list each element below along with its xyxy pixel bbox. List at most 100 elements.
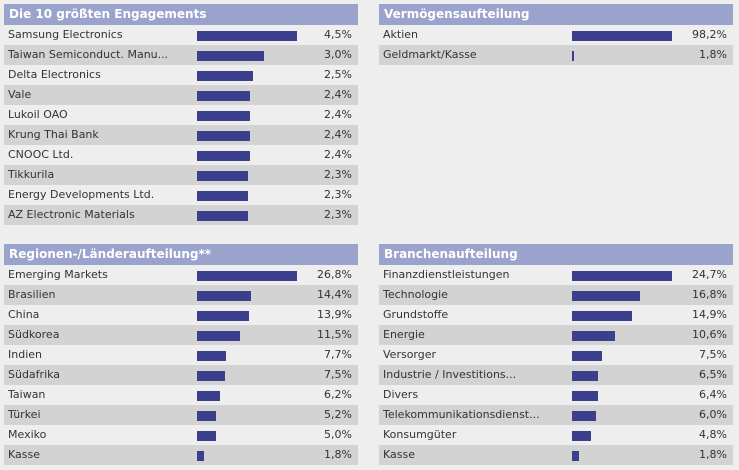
bar-track: [572, 31, 672, 41]
item-label: Samsung Electronics: [8, 28, 123, 41]
bar-track: [197, 391, 297, 401]
list-item: Konsumgüter 4,8%: [379, 425, 733, 445]
item-value: 3,0%: [324, 48, 352, 61]
item-value: 2,5%: [324, 68, 352, 81]
item-value: 2,4%: [324, 148, 352, 161]
bar-track: [572, 431, 672, 441]
item-value: 6,4%: [699, 388, 727, 401]
item-value: 7,5%: [324, 368, 352, 381]
value-bar: [197, 451, 204, 461]
panel-title: Branchenaufteilung: [379, 244, 733, 265]
item-label: Energy Developments Ltd.: [8, 188, 155, 201]
bar-track: [197, 91, 297, 101]
value-bar: [572, 291, 640, 301]
item-value: 4,8%: [699, 428, 727, 441]
item-label: Vale: [8, 88, 32, 101]
list-item: Grundstoffe 14,9%: [379, 305, 733, 325]
item-label: Südafrika: [8, 368, 61, 381]
list-item: Krung Thai Bank 2,4%: [4, 125, 358, 145]
holdings-list: Samsung Electronics 4,5% Taiwan Semiconduc…: [4, 25, 358, 225]
bar-track: [197, 171, 297, 181]
item-value: 6,5%: [699, 368, 727, 381]
bar-track: [197, 111, 297, 121]
item-label: Konsumgüter: [383, 428, 457, 441]
item-label: CNOOC Ltd.: [8, 148, 74, 161]
panel-title: Regionen-/Länderaufteilung**: [4, 244, 358, 265]
value-bar: [197, 131, 250, 141]
list-item: Kasse 1,8%: [379, 445, 733, 465]
item-label: China: [8, 308, 40, 321]
value-bar: [197, 391, 220, 401]
list-item: Lukoil OAO 2,4%: [4, 105, 358, 125]
list-item: Kasse 1,8%: [4, 445, 358, 465]
bar-track: [197, 211, 297, 221]
bar-track: [572, 331, 672, 341]
list-item: China 13,9%: [4, 305, 358, 325]
list-item: Divers 6,4%: [379, 385, 733, 405]
item-label: Delta Electronics: [8, 68, 101, 81]
list-item: AZ Electronic Materials 2,3%: [4, 205, 358, 225]
item-label: Grundstoffe: [383, 308, 449, 321]
item-label: Südkorea: [8, 328, 60, 341]
item-label: Taiwan Semiconduct. Manu...: [8, 48, 169, 61]
bar-track: [572, 311, 672, 321]
item-label: Geldmarkt/Kasse: [383, 48, 477, 61]
item-label: Mexiko: [8, 428, 47, 441]
item-label: Energie: [383, 328, 425, 341]
item-label: Kasse: [383, 448, 415, 461]
list-item: Technologie 16,8%: [379, 285, 733, 305]
value-bar: [197, 71, 253, 81]
list-item: Telekommunikationsdienst... 6,0%: [379, 405, 733, 425]
item-label: AZ Electronic Materials: [8, 208, 135, 221]
list-item: Finanzdienstleistungen 24,7%: [379, 265, 733, 285]
item-value: 6,0%: [699, 408, 727, 421]
item-label: Taiwan: [8, 388, 46, 401]
list-item: Delta Electronics 2,5%: [4, 65, 358, 85]
bar-track: [197, 311, 297, 321]
list-item: Versorger 7,5%: [379, 345, 733, 365]
item-label: Divers: [383, 388, 419, 401]
item-value: 16,8%: [692, 288, 727, 301]
value-bar: [197, 211, 248, 221]
list-item: Energy Developments Ltd. 2,3%: [4, 185, 358, 205]
item-label: Emerging Markets: [8, 268, 108, 281]
bar-track: [197, 191, 297, 201]
panel-sector-allocation: Branchenaufteilung Finanzdienstleistunge…: [379, 244, 733, 465]
list-item: Emerging Markets 26,8%: [4, 265, 358, 285]
bar-track: [197, 271, 297, 281]
value-bar: [197, 311, 249, 321]
list-item: Mexiko 5,0%: [4, 425, 358, 445]
value-bar: [197, 51, 264, 61]
value-bar: [572, 331, 615, 341]
item-label: Finanzdienstleistungen: [383, 268, 510, 281]
bar-track: [572, 411, 672, 421]
value-bar: [572, 431, 591, 441]
value-bar: [197, 91, 250, 101]
value-bar: [572, 271, 672, 281]
item-label: Versorger: [383, 348, 437, 361]
region-list: Emerging Markets 26,8% Brasilien 14,4% China…: [4, 265, 358, 465]
item-value: 13,9%: [317, 308, 352, 321]
item-value: 1,8%: [324, 448, 352, 461]
bar-track: [197, 131, 297, 141]
panel-region-allocation: Regionen-/Länderaufteilung** Emerging Ma…: [4, 244, 358, 465]
value-bar: [572, 391, 598, 401]
sector-list: Finanzdienstleistungen 24,7% Technologie 16…: [379, 265, 733, 465]
item-value: 2,3%: [324, 208, 352, 221]
value-bar: [572, 451, 579, 461]
value-bar: [572, 311, 632, 321]
bar-track: [197, 71, 297, 81]
panel-title: Die 10 größten Engagements: [4, 4, 358, 25]
list-item: Südkorea 11,5%: [4, 325, 358, 345]
value-bar: [197, 411, 216, 421]
bar-track: [572, 271, 672, 281]
list-item: Samsung Electronics 4,5%: [4, 25, 358, 45]
bar-track: [572, 351, 672, 361]
bar-track: [197, 31, 297, 41]
item-label: Indien: [8, 348, 42, 361]
value-bar: [197, 371, 225, 381]
item-value: 2,4%: [324, 108, 352, 121]
bar-track: [197, 151, 297, 161]
item-label: Technologie: [383, 288, 448, 301]
value-bar: [197, 431, 216, 441]
